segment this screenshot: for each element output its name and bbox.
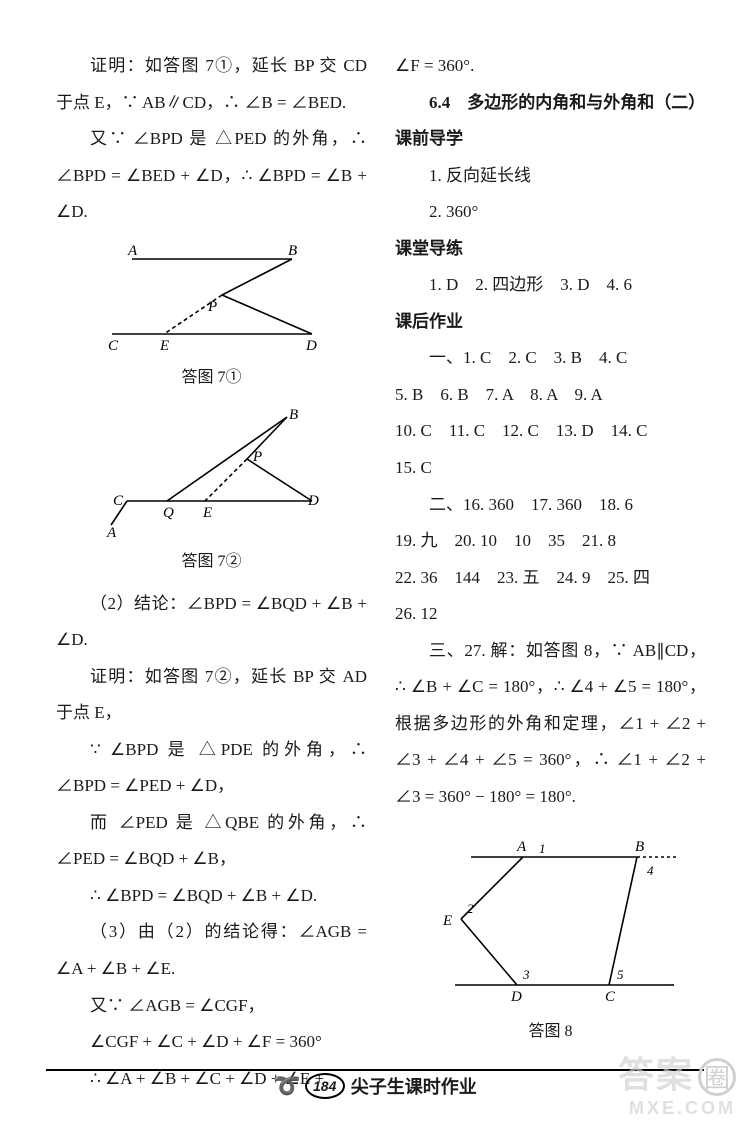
proof-text: 证明：如答图 7①，延长 BP 交 CD 于点 E，∵ AB∥CD，∴ ∠B =… [56,48,367,121]
answer-line: 19. 九 20. 10 10 35 21. 8 [395,523,706,560]
answer-line: 1. 反向延长线 [395,158,706,195]
subsection-heading: 课后作业 [395,304,706,341]
svg-text:4: 4 [647,863,654,878]
subsection-heading: 课堂导练 [395,231,706,268]
figure-caption: 答图 7② [56,545,367,579]
figure-7-1: A B P C E D [102,239,322,359]
answer-line: 10. C 11. C 12. C 13. D 14. C [395,413,706,450]
svg-text:D: D [307,493,319,509]
figure-caption: 答图 8 [395,1015,706,1049]
svg-text:A: A [106,525,117,541]
svg-text:P: P [252,449,262,465]
proof-text: ∵ ∠BPD 是 △PDE 的外角，∴ ∠BPD = ∠PED + ∠D， [56,732,367,805]
svg-text:B: B [635,839,644,855]
subsection-heading: 课前导学 [395,121,706,158]
proof-text: ∴ ∠BPD = ∠BQD + ∠B + ∠D. [56,878,367,915]
page-number: 184 [305,1073,345,1099]
answer-line: 5. B 6. B 7. A 8. A 9. A [395,377,706,414]
watermark-circle: 圈 [698,1058,736,1096]
svg-text:3: 3 [522,967,530,982]
proof-text: （3）由（2）的结论得：∠AGB = ∠A + ∠B + ∠E. [56,914,367,987]
figure-8: 1 4 2 3 5 A B E D C [411,823,691,1013]
svg-text:D: D [305,338,317,354]
svg-text:5: 5 [617,967,624,982]
answer-line: 15. C [395,450,706,487]
proof-text: 又∵ ∠BPD 是 △PED 的外角，∴ ∠BPD = ∠BED + ∠D，∴ … [56,121,367,231]
section-title: 6.4 多边形的内角和与外角和（二） [395,85,706,122]
answer-line: 26. 12 [395,596,706,633]
answer-line: 2. 360° [395,194,706,231]
continuation-text: ∠F = 360°. [395,48,706,85]
svg-text:C: C [113,493,124,509]
figure-caption: 答图 7① [56,361,367,395]
footer-title: 尖子生课时作业 [351,1073,477,1099]
svg-text:B: B [289,407,298,423]
watermark: 答案圈 MXE.COM [618,1046,736,1119]
figure-7-2: B P C Q E D A [97,403,327,543]
svg-text:E: E [159,338,169,354]
watermark-en: MXE.COM [618,1098,736,1119]
answer-line: 一、1. C 2. C 3. B 4. C [395,340,706,377]
proof-text: 证明：如答图 7②，延长 BP 交 AD 于点 E， [56,659,367,732]
answer-line: 1. D 2. 四边形 3. D 4. 6 [395,267,706,304]
svg-text:B: B [288,243,297,259]
svg-text:Q: Q [163,505,174,521]
solution-text: 三、27. 解：如答图 8，∵ AB∥CD，∴ ∠B + ∠C = 180°，∴… [395,633,706,816]
proof-text: 而 ∠PED 是 △QBE 的外角，∴ ∠PED = ∠BQD + ∠B， [56,805,367,878]
svg-text:C: C [108,338,119,354]
svg-text:A: A [516,839,527,855]
svg-text:E: E [202,505,212,521]
left-column: 证明：如答图 7①，延长 BP 交 CD 于点 E，∵ AB∥CD，∴ ∠B =… [56,48,367,1097]
proof-text: 又∵ ∠AGB = ∠CGF， [56,988,367,1025]
proof-text: ∠CGF + ∠C + ∠D + ∠F = 360° [56,1024,367,1061]
svg-text:D: D [510,989,522,1005]
svg-text:P: P [207,299,217,315]
right-column: ∠F = 360°. 6.4 多边形的内角和与外角和（二） 课前导学 1. 反向… [395,48,706,1097]
page-content: 证明：如答图 7①，延长 BP 交 CD 于点 E，∵ AB∥CD，∴ ∠B =… [0,0,750,1097]
footer-rule [46,1069,704,1071]
ornament-icon: ➰ [273,1075,300,1097]
watermark-cn: 答案 [618,1054,694,1095]
svg-text:2: 2 [467,901,474,916]
answer-line: 22. 36 144 23. 五 24. 9 25. 四 [395,560,706,597]
svg-text:E: E [442,913,452,929]
answer-line: 二、16. 360 17. 360 18. 6 [395,487,706,524]
svg-text:C: C [605,989,616,1005]
proof-text: （2）结论：∠BPD = ∠BQD + ∠B + ∠D. [56,586,367,659]
svg-text:1: 1 [539,841,546,856]
svg-text:A: A [127,243,138,259]
